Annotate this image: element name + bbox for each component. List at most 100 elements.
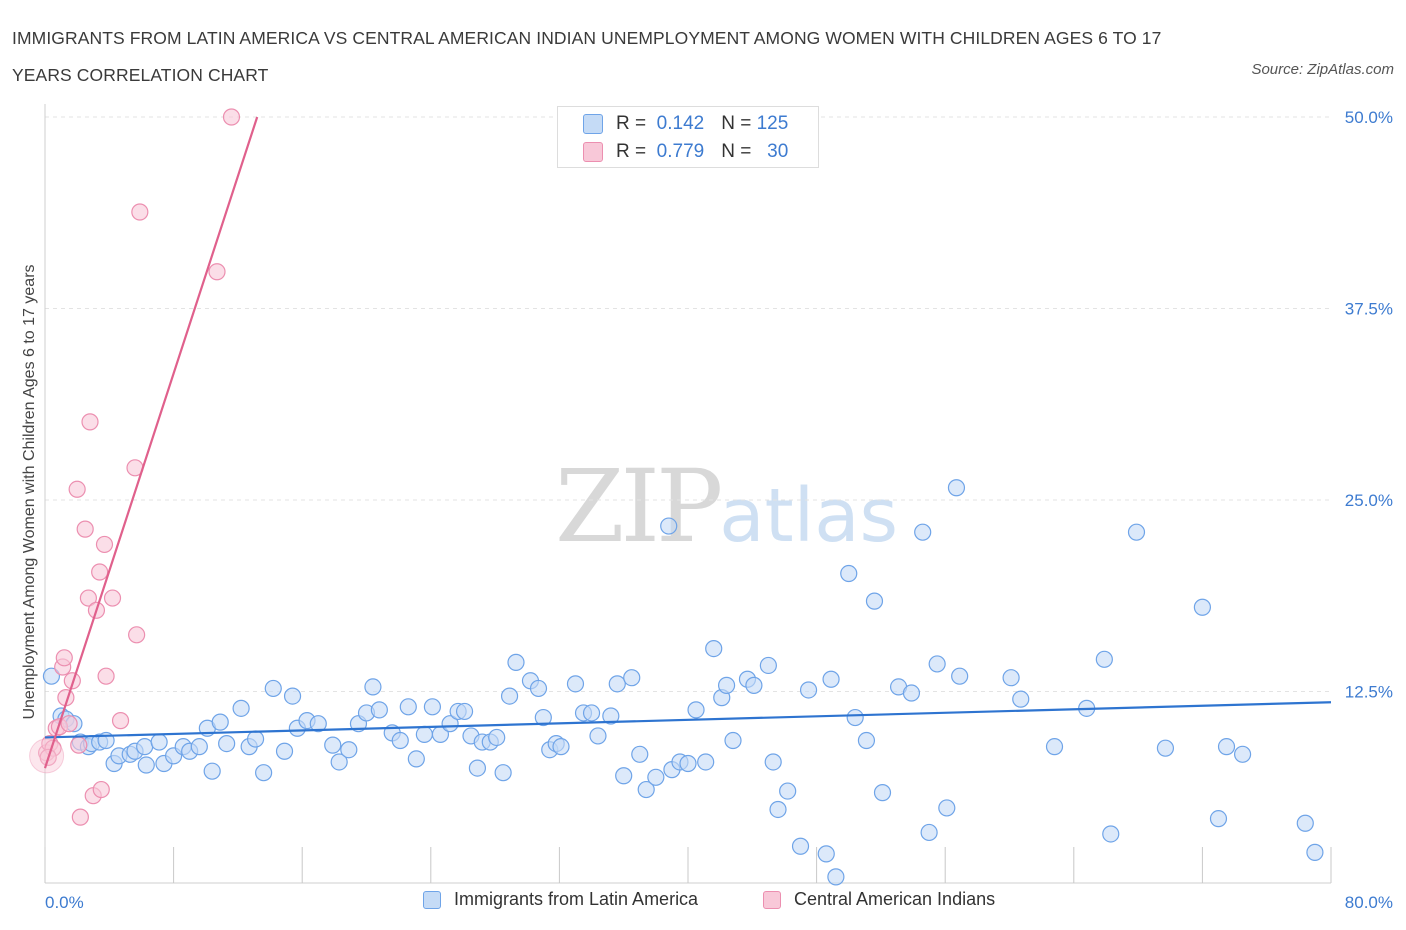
point-central-american-indian — [103, 589, 122, 607]
point-latin-america — [364, 678, 382, 696]
point-latin-america — [769, 800, 787, 819]
point-latin-america — [865, 592, 884, 610]
r-value: 0.142 — [656, 113, 705, 134]
point-central-american-indian — [97, 667, 115, 685]
point-latin-america — [817, 845, 835, 863]
point-central-american-indian — [70, 736, 88, 754]
legend-label: Central American Indians — [794, 889, 996, 909]
point-central-american-indian — [131, 203, 149, 221]
pink-swatch — [583, 142, 603, 162]
blue-swatch — [583, 114, 603, 134]
point-latin-america — [1217, 738, 1236, 756]
n-label: N = — [721, 113, 752, 134]
legend-label: Immigrants from Latin America — [454, 889, 699, 909]
point-latin-america — [137, 756, 155, 774]
point-latin-america — [1156, 739, 1175, 757]
point-latin-america — [1102, 825, 1120, 843]
point-latin-america — [1127, 523, 1146, 541]
point-latin-america — [150, 733, 168, 751]
point-central-american-indian — [222, 108, 241, 126]
point-latin-america — [697, 753, 715, 771]
point-latin-america — [488, 728, 506, 747]
point-central-american-indian — [60, 715, 78, 733]
point-latin-america — [566, 675, 585, 693]
point-latin-america — [309, 715, 327, 733]
y-tick-label: 12.5% — [1345, 683, 1393, 702]
point-latin-america — [468, 759, 487, 777]
point-latin-america — [203, 762, 221, 780]
stats-row-blue: R = 0.142 N = 125 — [583, 111, 788, 137]
point-latin-america — [647, 768, 665, 786]
point-latin-america — [264, 679, 282, 698]
point-latin-america — [423, 698, 442, 716]
point-latin-america — [938, 799, 956, 817]
point-latin-america — [745, 676, 763, 694]
point-latin-america — [218, 734, 236, 753]
point-latin-america — [529, 679, 548, 698]
bottom-legend: Immigrants from Latin America Central Am… — [0, 889, 1406, 915]
point-latin-america — [615, 767, 633, 785]
x-tick-label: 80.0% — [1345, 893, 1393, 912]
point-latin-america — [500, 687, 519, 705]
point-latin-america — [1233, 745, 1252, 763]
point-latin-america — [455, 702, 474, 721]
watermark: ZIPatlas — [555, 448, 898, 565]
point-latin-america — [534, 708, 552, 727]
point-central-american-indian — [29, 738, 65, 774]
point-central-american-indian — [76, 520, 94, 538]
point-latin-america — [42, 667, 61, 685]
point-latin-america — [687, 701, 705, 719]
point-latin-america — [1045, 738, 1064, 756]
point-latin-america — [324, 736, 342, 754]
point-latin-america — [246, 730, 265, 748]
point-latin-america — [928, 655, 946, 673]
point-latin-america — [582, 704, 601, 722]
point-latin-america — [190, 738, 208, 756]
watermark-atlas: atlas — [719, 473, 899, 559]
point-latin-america — [507, 653, 525, 671]
point-latin-america — [391, 731, 409, 750]
point-latin-america — [623, 669, 641, 687]
point-central-american-indian — [111, 712, 130, 730]
point-latin-america — [211, 713, 229, 731]
chart-title: IMMIGRANTS FROM LATIN AMERICA VS CENTRAL… — [12, 28, 1162, 85]
point-latin-america — [914, 523, 932, 541]
point-latin-america — [494, 764, 512, 782]
point-central-american-indian — [91, 563, 109, 581]
point-latin-america — [724, 731, 742, 750]
r-value: 0.779 — [656, 141, 705, 162]
y-tick-label: 50.0% — [1345, 108, 1393, 127]
point-latin-america — [415, 725, 433, 743]
point-latin-america — [840, 564, 858, 583]
r-label: R = — [616, 141, 647, 162]
point-latin-america — [822, 670, 840, 688]
point-latin-america — [846, 708, 864, 727]
point-latin-america — [637, 780, 655, 799]
point-latin-america — [136, 738, 154, 756]
point-latin-america — [370, 701, 388, 719]
y-axis-label: Unemployment Among Women with Children A… — [21, 264, 38, 720]
point-latin-america — [759, 656, 777, 675]
point-latin-america — [589, 727, 607, 745]
point-central-american-indian — [55, 649, 73, 667]
point-latin-america — [275, 742, 294, 760]
point-latin-america — [1095, 650, 1113, 668]
point-latin-america — [1306, 843, 1324, 861]
n-value: 125 — [756, 113, 789, 134]
watermark-zip: ZIP — [555, 448, 723, 565]
point-central-american-indian — [68, 480, 86, 498]
point-latin-america — [660, 517, 678, 535]
stats-legend: R = 0.142 N = 125 R = 0.779 N = 30 — [557, 106, 819, 168]
trend-line-central-american-indian — [43, 116, 259, 769]
point-latin-america — [705, 640, 723, 658]
point-latin-america — [552, 738, 570, 756]
y-tick-label: 25.0% — [1345, 491, 1393, 510]
point-latin-america — [232, 699, 250, 717]
n-label: N = — [721, 141, 752, 162]
source-label: Source: ZipAtlas.com — [1251, 61, 1394, 78]
point-latin-america — [1296, 814, 1314, 832]
point-latin-america — [920, 823, 938, 842]
point-latin-america — [857, 731, 876, 750]
legend-swatch-blue — [423, 890, 441, 909]
trend-line-latin-america — [44, 701, 1332, 739]
